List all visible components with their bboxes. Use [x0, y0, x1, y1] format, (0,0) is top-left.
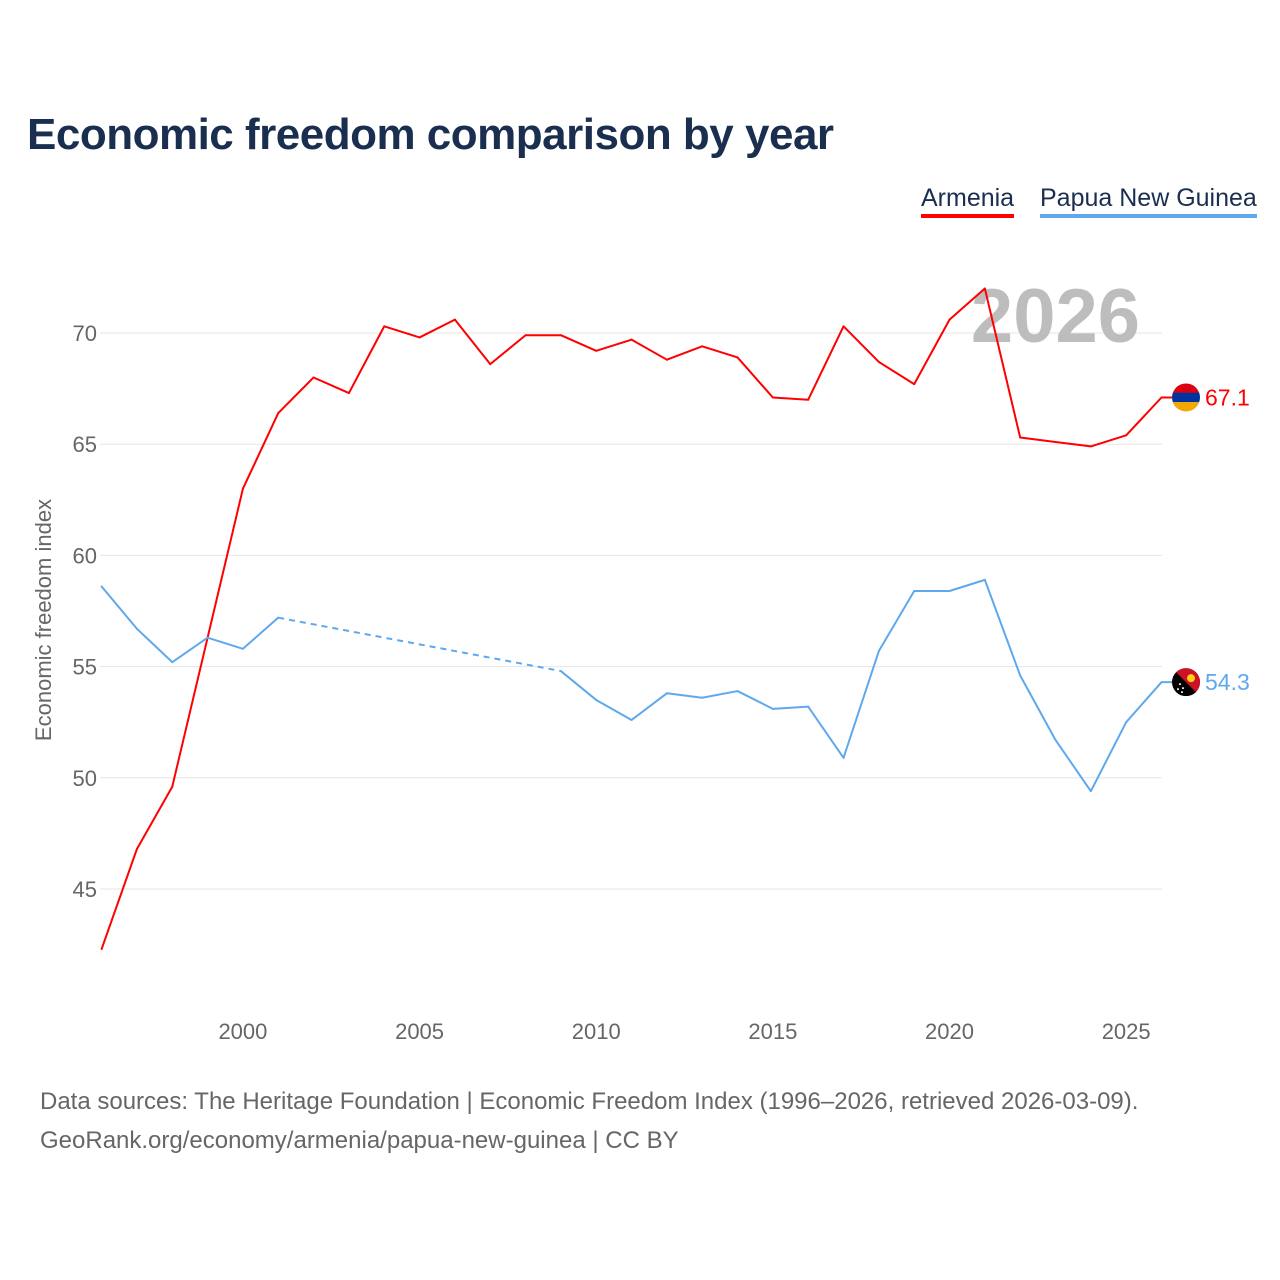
y-tick-label: 70 — [73, 321, 97, 346]
data-point-papua-new-guinea — [559, 670, 562, 673]
x-tick-label: 2020 — [925, 1019, 974, 1044]
flag-stripe-blue — [1172, 392, 1200, 403]
data-point-armenia — [807, 398, 810, 401]
flag-star — [1181, 691, 1183, 694]
data-point-papua-new-guinea — [630, 718, 633, 721]
data-point-armenia — [524, 334, 527, 337]
data-point-papua-new-guinea — [665, 692, 668, 695]
data-point-papua-new-guinea — [241, 647, 244, 650]
x-tick-label: 2015 — [748, 1019, 797, 1044]
data-point-papua-new-guinea — [135, 627, 138, 630]
y-axis-label: Economic freedom index — [31, 499, 56, 741]
y-tick-label: 45 — [73, 877, 97, 902]
end-value-label-armenia: 67.1 — [1205, 384, 1250, 410]
data-point-armenia — [135, 847, 138, 850]
year-watermark: 2026 — [971, 274, 1140, 359]
data-point-armenia — [347, 392, 350, 395]
data-point-papua-new-guinea — [1125, 721, 1128, 724]
y-tick-label: 65 — [73, 432, 97, 457]
data-point-armenia — [453, 318, 456, 321]
data-point-papua-new-guinea — [842, 756, 845, 759]
y-tick-label: 50 — [73, 766, 97, 791]
flag-stripe-red — [1172, 383, 1200, 394]
data-point-armenia — [383, 325, 386, 328]
series-line-armenia — [100, 287, 1163, 950]
data-point-papua-new-guinea — [206, 636, 209, 639]
data-point-papua-new-guinea — [983, 578, 986, 581]
data-point-papua-new-guinea — [948, 589, 951, 592]
data-point-armenia — [665, 358, 668, 361]
data-point-armenia — [701, 345, 704, 348]
data-point-papua-new-guinea — [877, 650, 880, 653]
series-line-papua-new-guinea — [100, 585, 279, 664]
y-tick-label: 60 — [73, 543, 97, 568]
data-point-armenia — [1019, 436, 1022, 439]
data-point-papua-new-guinea — [277, 616, 280, 619]
data-point-armenia — [771, 396, 774, 399]
data-point-armenia — [100, 948, 103, 951]
y-tick-label: 55 — [73, 655, 97, 680]
data-point-papua-new-guinea — [913, 589, 916, 592]
data-point-armenia — [418, 336, 421, 339]
armenia-flag-icon — [1172, 383, 1200, 412]
data-point-papua-new-guinea — [1019, 674, 1022, 677]
data-point-armenia — [1054, 440, 1057, 443]
data-point-armenia — [241, 487, 244, 490]
legend-armenia[interactable]: Armenia — [921, 184, 1015, 218]
data-point-armenia — [877, 360, 880, 363]
data-point-papua-new-guinea — [736, 690, 739, 693]
end-value-label-papua-new-guinea: 54.3 — [1205, 669, 1250, 695]
data-point-armenia — [630, 338, 633, 341]
flag-bird — [1187, 674, 1195, 683]
x-tick-label: 2000 — [218, 1019, 267, 1044]
data-point-papua-new-guinea — [1054, 738, 1057, 741]
footer-credit: GeoRank.org/economy/armenia/papua-new-gu… — [40, 1127, 679, 1154]
flag-star — [1179, 683, 1181, 686]
flag-stripe-orange — [1172, 402, 1200, 412]
data-point-armenia — [595, 349, 598, 352]
flag-star — [1182, 687, 1184, 690]
chart-title: Economic freedom comparison by year — [27, 110, 834, 159]
data-point-armenia — [489, 363, 492, 366]
x-tick-label: 2025 — [1102, 1019, 1151, 1044]
x-tick-label: 2005 — [395, 1019, 444, 1044]
data-point-armenia — [171, 785, 174, 788]
data-point-armenia — [312, 376, 315, 379]
papua-new-guinea-flag-icon — [1172, 668, 1200, 697]
data-point-papua-new-guinea — [1089, 790, 1092, 793]
data-point-papua-new-guinea — [771, 707, 774, 710]
data-point-armenia — [1089, 445, 1092, 448]
data-point-armenia — [559, 334, 562, 337]
data-point-papua-new-guinea — [100, 585, 103, 588]
legend-papua-new-guinea[interactable]: Papua New Guinea — [1040, 184, 1257, 218]
data-point-armenia — [913, 383, 916, 386]
data-point-armenia — [842, 325, 845, 328]
series-gap-papua-new-guinea — [278, 616, 562, 673]
data-point-armenia — [948, 318, 951, 321]
x-tick-label: 2010 — [572, 1019, 621, 1044]
data-point-papua-new-guinea — [701, 696, 704, 699]
data-point-armenia — [1125, 434, 1128, 437]
data-point-armenia — [736, 356, 739, 359]
data-point-papua-new-guinea — [595, 698, 598, 701]
footer-sources: Data sources: The Heritage Foundation | … — [40, 1088, 1139, 1115]
data-point-papua-new-guinea — [807, 705, 810, 708]
data-point-armenia — [277, 412, 280, 415]
data-point-papua-new-guinea — [171, 661, 174, 664]
data-point-armenia — [983, 287, 986, 290]
flag-star — [1177, 688, 1179, 691]
series-line-papua-new-guinea — [560, 578, 1163, 793]
